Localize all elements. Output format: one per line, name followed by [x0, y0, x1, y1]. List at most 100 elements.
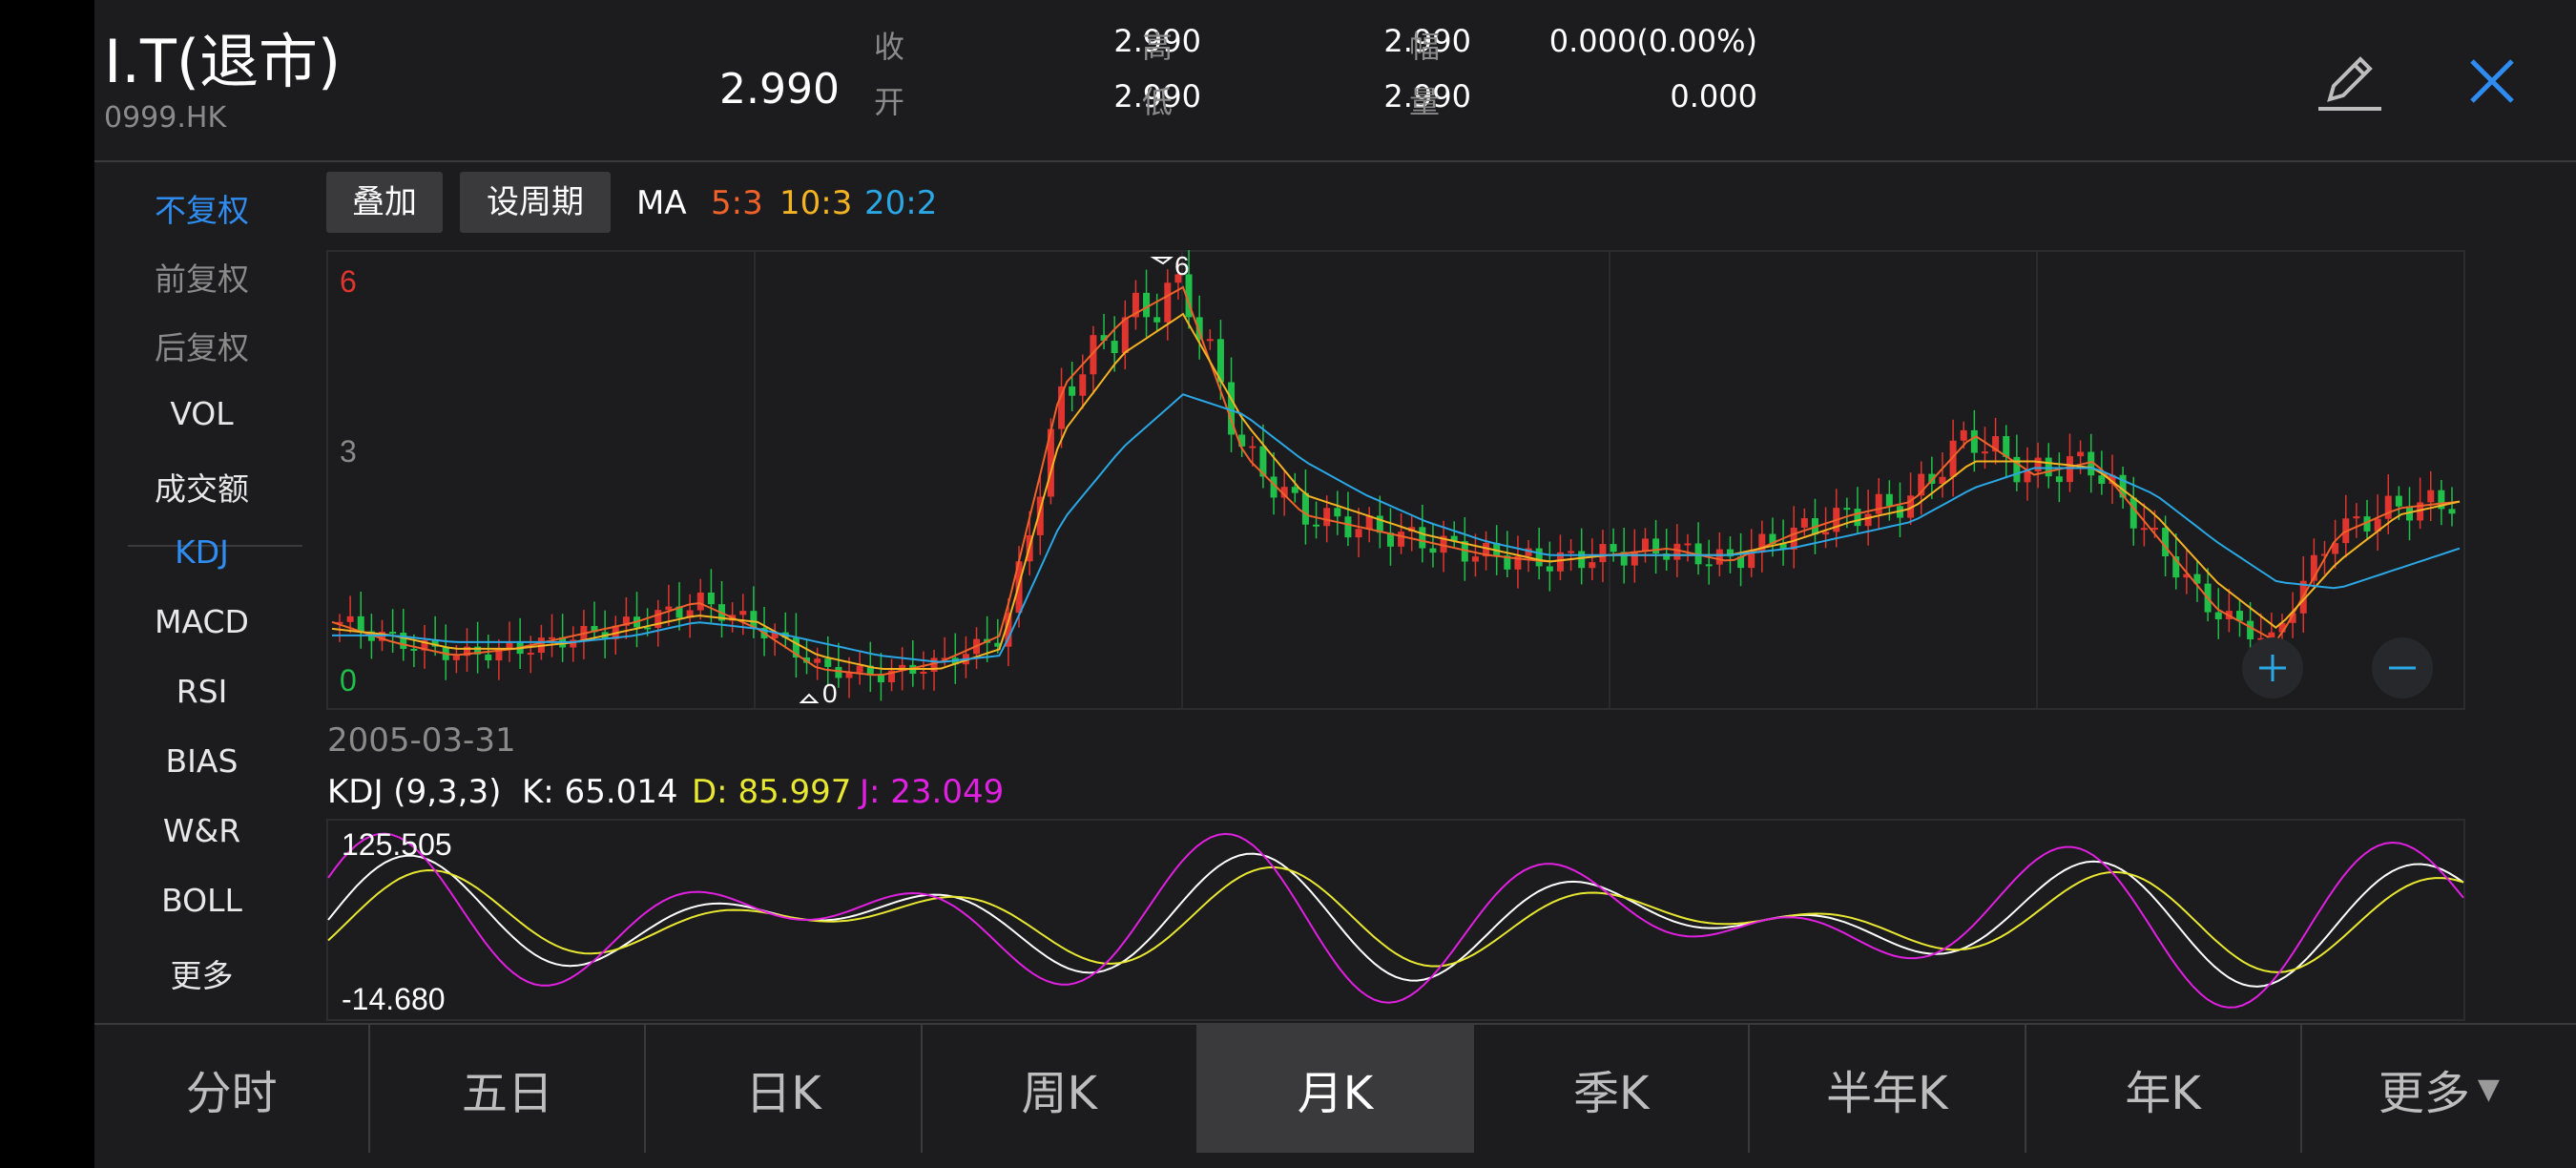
tab-intraday[interactable]: 分时 — [94, 1025, 371, 1153]
max-marker-label: 6 — [1174, 251, 1190, 281]
tab-half-year-k[interactable]: 半年K — [1750, 1025, 2026, 1153]
set-period-button[interactable]: 设周期 — [460, 172, 611, 233]
candle-body — [686, 610, 694, 618]
tab-label: 年K — [2125, 1067, 2201, 1120]
adjust-backward[interactable]: 后复权 — [155, 329, 249, 366]
chevron-down-icon: ▼ — [2477, 1072, 2500, 1106]
tab-monthly-k[interactable]: 月K — [1197, 1025, 1475, 1153]
candle-body — [2235, 611, 2243, 621]
high-value: 2.990 — [1383, 23, 1471, 59]
candle-body — [1386, 532, 1394, 547]
candle-body — [2353, 516, 2360, 519]
candle-body — [1779, 544, 1787, 550]
pencil-icon — [2318, 56, 2381, 111]
ma-line-ma5 — [331, 285, 2461, 677]
candle-body — [644, 627, 652, 630]
candle-body — [824, 658, 832, 667]
kdj-chart[interactable]: 125.505 -14.680 — [326, 819, 2465, 1021]
edit-button[interactable] — [2313, 44, 2387, 118]
tab-five-day[interactable]: 五日 — [370, 1025, 647, 1153]
close-button[interactable] — [2461, 50, 2524, 113]
candle-body — [1111, 341, 1118, 354]
min-marker-label: 0 — [822, 678, 838, 708]
candle-body — [2247, 620, 2254, 640]
zoom-in-button[interactable] — [2242, 637, 2303, 699]
indicator-rsi[interactable]: RSI — [176, 673, 228, 710]
candle-body — [2034, 457, 2042, 471]
candle-body — [527, 653, 534, 656]
candle-body — [570, 639, 577, 648]
indicator-bias[interactable]: BIAS — [165, 742, 239, 780]
adjust-forward[interactable]: 前复权 — [155, 261, 249, 298]
candle-body — [1504, 555, 1511, 570]
candle-body — [1546, 566, 1553, 572]
tab-yearly-k[interactable]: 年K — [2026, 1025, 2302, 1153]
candle-body — [2119, 474, 2127, 498]
candle-body — [474, 646, 482, 655]
candle-body — [1450, 535, 1458, 542]
indicator-more[interactable]: 更多 — [170, 957, 234, 994]
candle-body — [1631, 551, 1638, 566]
candle-body — [1164, 282, 1172, 323]
tab-weekly-k[interactable]: 周K — [923, 1025, 1198, 1153]
candle-body — [2214, 612, 2222, 619]
kdj-frame — [326, 819, 2465, 1021]
candle-body — [707, 592, 715, 605]
zoom-out-button[interactable] — [2372, 637, 2433, 699]
quote-header: I.T(退市) 0999.HK 2.990 收 2.990 开 2.990 高 … — [94, 0, 2576, 162]
candle-body — [410, 648, 418, 651]
candle-body — [1429, 548, 1437, 553]
candle-body — [1069, 386, 1076, 396]
candle-body — [336, 621, 343, 624]
candle-body — [1726, 549, 1734, 557]
tab-daily-k[interactable]: 日K — [646, 1025, 923, 1153]
stock-name: I.T(退市) — [104, 27, 342, 96]
candle-body — [1323, 508, 1331, 527]
low-value: 2.990 — [1383, 78, 1471, 115]
candlestick-chart[interactable]: 6 3 0 6 0 — [326, 250, 2465, 710]
kdj-j-value: J: 23.049 — [860, 773, 1005, 811]
volume-value: 0.000 — [1670, 78, 1757, 115]
indicator-boll[interactable]: BOLL — [161, 882, 242, 919]
candle-body — [1461, 541, 1468, 562]
ma-label: MA — [636, 184, 687, 222]
low-label: 低 — [1142, 84, 1174, 120]
candle-body — [2320, 553, 2328, 556]
candle-body — [1737, 556, 1745, 569]
ma10-label: 10:3 — [779, 184, 853, 222]
indicator-vol[interactable]: VOL — [170, 395, 234, 432]
candle-body — [1121, 317, 1129, 354]
candle-body — [1758, 533, 1766, 553]
overlay-button[interactable]: 叠加 — [326, 172, 443, 233]
high-label: 高 — [1142, 29, 1174, 65]
candle-body — [696, 592, 704, 611]
candle-body — [2257, 637, 2265, 640]
candle-body — [1090, 335, 1097, 375]
candle-body — [506, 642, 513, 649]
candle-body — [771, 632, 779, 638]
adjust-none[interactable]: 不复权 — [155, 192, 249, 229]
candle-body — [2129, 497, 2137, 529]
tab-quarterly-k[interactable]: 季K — [1474, 1025, 1751, 1153]
candle-body — [1174, 274, 1182, 283]
candle-body — [1206, 339, 1214, 342]
candle-body — [1907, 495, 1915, 518]
tab-label: 季K — [1572, 1067, 1650, 1120]
candle-body — [2003, 436, 2010, 457]
candle-body — [845, 672, 853, 678]
tab-more[interactable]: 更多 ▼ — [2302, 1025, 2576, 1153]
indicator-macd[interactable]: MACD — [155, 603, 249, 640]
candle-body — [1992, 436, 2000, 452]
indicator-wr[interactable]: W&R — [162, 812, 241, 849]
tab-label: 周K — [1021, 1067, 1097, 1120]
candle-body — [1143, 292, 1151, 318]
indicator-kdj[interactable]: KDJ — [175, 533, 229, 571]
candle-body — [899, 664, 906, 671]
candle-body — [389, 632, 397, 635]
min-marker-arrow — [799, 693, 820, 703]
indicator-turnover[interactable]: 成交额 — [155, 470, 249, 508]
candle-body — [431, 640, 439, 647]
candle-body — [1960, 429, 1967, 441]
candle-body — [1355, 529, 1362, 538]
current-price: 2.990 — [719, 65, 840, 114]
